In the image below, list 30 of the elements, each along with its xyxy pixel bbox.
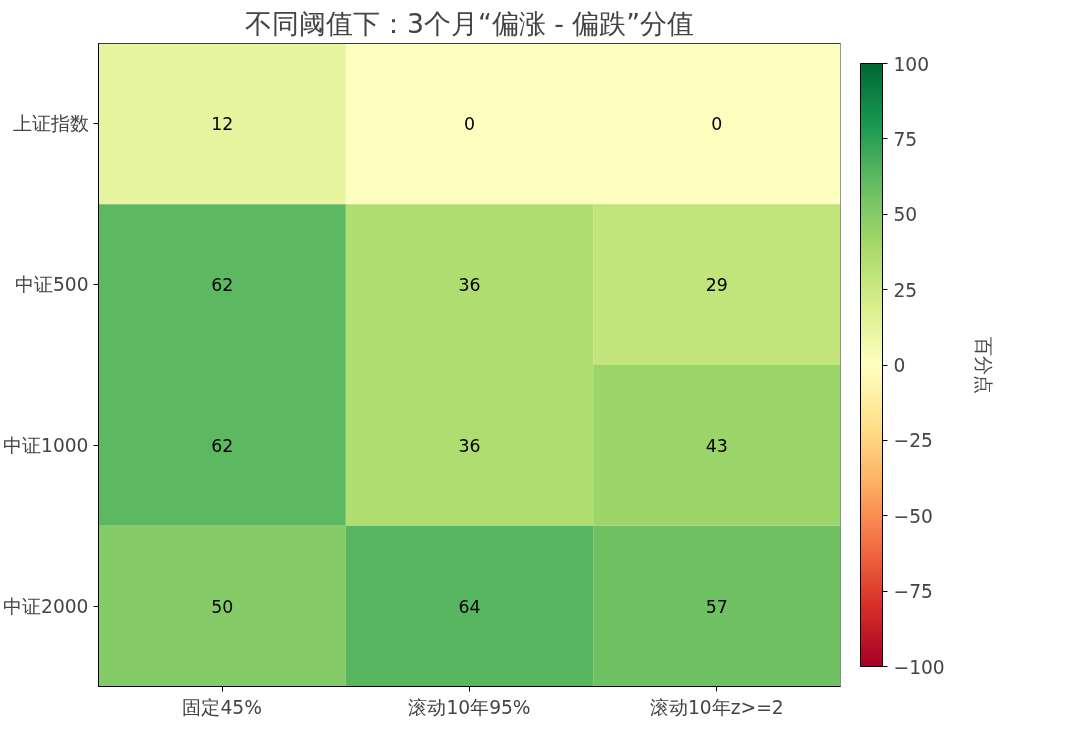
data-label: 12 bbox=[211, 114, 234, 135]
data-label: 0 bbox=[463, 114, 476, 135]
data-label: 36 bbox=[458, 435, 481, 456]
y-tick-label: 中证2000 bbox=[3, 595, 89, 617]
y-tick-label: 中证1000 bbox=[3, 434, 89, 456]
color-bar-label: 100 bbox=[893, 53, 930, 75]
color-bar-label: −50 bbox=[893, 505, 933, 527]
data-label: 0 bbox=[711, 114, 723, 135]
x-tick-label: 固定45% bbox=[182, 696, 262, 718]
data-label: 36 bbox=[458, 275, 481, 296]
color-bar-label: 50 bbox=[893, 204, 918, 226]
color-bar-label: 0 bbox=[893, 355, 906, 376]
color-bar-label: 75 bbox=[893, 128, 918, 150]
color-bar-label: 25 bbox=[893, 279, 918, 301]
color-bar-label: −25 bbox=[893, 430, 933, 452]
color-bar-label: −100 bbox=[893, 656, 945, 678]
data-label: 62 bbox=[211, 275, 234, 296]
y-tick-label: 上证指数 bbox=[12, 113, 89, 135]
data-label: 64 bbox=[458, 596, 481, 617]
data-label: 43 bbox=[705, 435, 728, 456]
x-tick-label: 滚动10年z>=2 bbox=[650, 696, 784, 718]
data-label: 50 bbox=[211, 596, 234, 617]
chart-title: 不同阈值下：3个月“偏涨 - 偏跌”分值 bbox=[244, 7, 695, 39]
color-bar-title: 百分点 bbox=[972, 336, 994, 394]
data-label: 57 bbox=[705, 596, 728, 617]
data-label: 62 bbox=[211, 435, 234, 456]
color-bar-label: −75 bbox=[893, 581, 933, 603]
x-tick-label: 滚动10年95% bbox=[408, 696, 531, 718]
y-tick-label: 中证500 bbox=[14, 274, 89, 296]
data-label: 29 bbox=[705, 275, 728, 296]
